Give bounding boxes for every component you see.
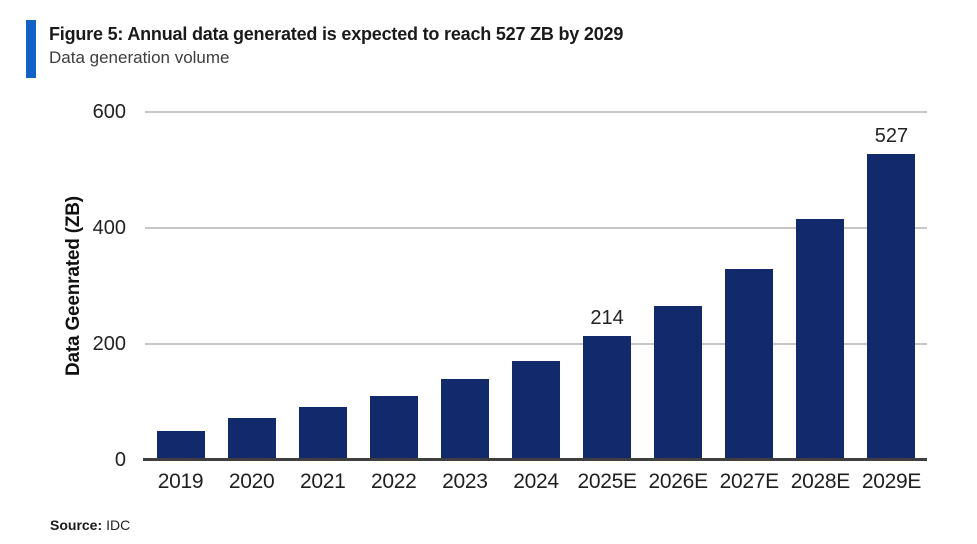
x-tick-label-2028E: 2028E bbox=[790, 470, 851, 493]
x-tick-label-2029E: 2029E bbox=[861, 470, 922, 493]
x-tick-label-2020: 2020 bbox=[228, 470, 275, 493]
x-tick-label-2025E: 2025E bbox=[577, 470, 637, 493]
y-axis-title: Data Geenrated (ZB) bbox=[63, 196, 84, 376]
x-tick-label-2027E: 2027E bbox=[719, 470, 780, 493]
x-tick-label-2019: 2019 bbox=[157, 470, 204, 493]
bar-2029E bbox=[867, 154, 916, 460]
x-axis-line bbox=[143, 458, 927, 461]
source-note: Source: IDC bbox=[50, 517, 130, 533]
x-tick-label-2023: 2023 bbox=[442, 470, 488, 493]
bar-2028E bbox=[796, 219, 845, 460]
bar-2024 bbox=[512, 360, 560, 460]
bar-2020 bbox=[227, 418, 276, 460]
x-tick-label-2024: 2024 bbox=[513, 470, 559, 493]
x-tick-label-2021: 2021 bbox=[299, 470, 346, 493]
gridline-200 bbox=[145, 343, 927, 345]
figure-titles: Figure 5: Annual data generated is expec… bbox=[49, 20, 623, 78]
x-tick-label-2022: 2022 bbox=[371, 470, 417, 493]
y-tick-label-200: 200 bbox=[92, 333, 126, 355]
bar-2023 bbox=[440, 378, 489, 460]
source-value: IDC bbox=[106, 517, 131, 533]
bar-value-label-2029E: 527 bbox=[874, 125, 909, 148]
bar-value-label-2025E: 214 bbox=[590, 306, 624, 329]
y-tick-label-400: 400 bbox=[92, 217, 126, 239]
figure-title: Figure 5: Annual data generated is expec… bbox=[49, 24, 624, 44]
bar-2022 bbox=[369, 396, 418, 460]
bar-2027E bbox=[725, 268, 774, 460]
source-label: Source: bbox=[50, 517, 103, 533]
y-tick-label-0: 0 bbox=[114, 449, 126, 471]
bar-2025E bbox=[583, 335, 632, 460]
gridline-400 bbox=[145, 227, 927, 229]
plot-area bbox=[143, 111, 927, 461]
figure-header: Figure 5: Annual data generated is expec… bbox=[26, 20, 623, 78]
bar-2026E bbox=[654, 306, 703, 460]
gridline-600 bbox=[145, 111, 927, 113]
bar-2021 bbox=[298, 407, 347, 460]
figure-accent-bar bbox=[26, 20, 36, 78]
x-tick-label-2026E: 2026E bbox=[648, 470, 709, 493]
y-tick-label-600: 600 bbox=[92, 101, 126, 123]
figure-subtitle: Data generation volume bbox=[49, 48, 230, 67]
bar-2019 bbox=[156, 431, 205, 460]
